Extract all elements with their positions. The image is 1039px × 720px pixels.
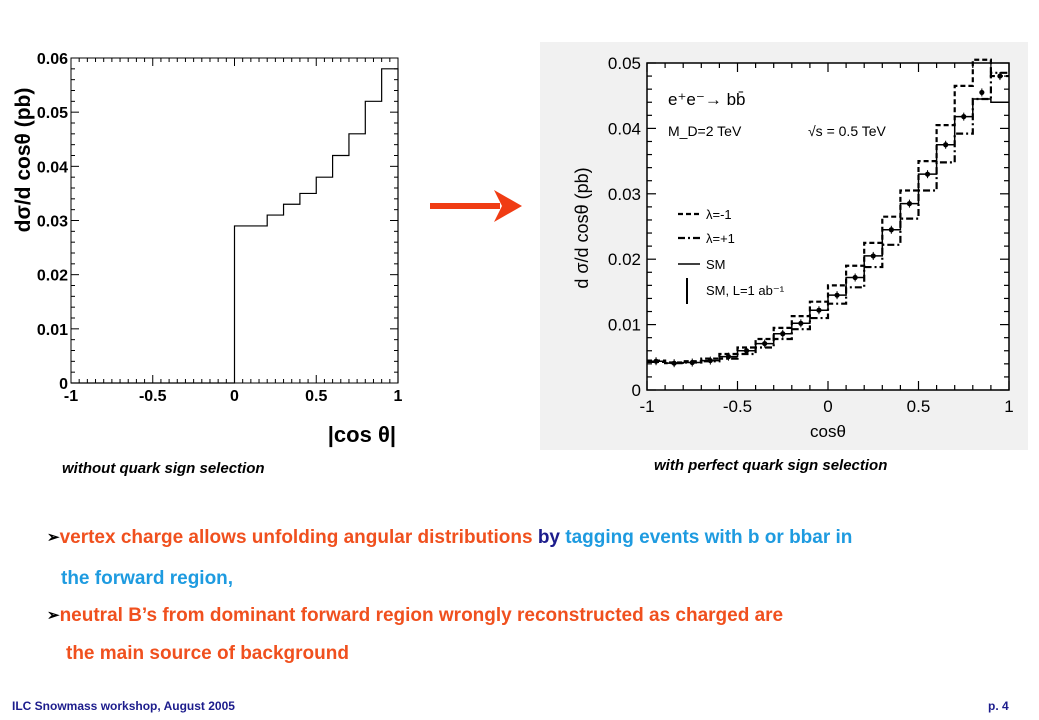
y-tick-label: 0.01	[37, 322, 68, 339]
y-tick-label: 0.05	[608, 54, 641, 73]
left-y-axis-label: dσ/d cosθ (pb)	[12, 88, 35, 233]
legend-label: SM	[706, 257, 726, 272]
right-y-tick-labels: 0 0.01 0.02 0.03 0.04 0.05	[608, 54, 641, 400]
legend-label: λ=+1	[706, 231, 735, 246]
x-tick-label: 0.5	[305, 388, 327, 405]
bullet-arrow-icon: ➢	[47, 529, 60, 546]
right-plot-frame	[646, 62, 1010, 391]
process-annotation: e⁺e⁻→ bb̄	[668, 90, 746, 109]
x-tick-label: 0.5	[907, 397, 931, 416]
legend-label: λ=-1	[706, 207, 732, 222]
page-number: p. 4	[988, 699, 1009, 713]
right-series	[647, 58, 1009, 368]
x-tick-label: 0	[230, 388, 239, 405]
y-tick-label: 0	[632, 381, 641, 400]
legend-label: SM, L=1 ab⁻¹	[706, 283, 785, 298]
bullet-text-part: vertex charge allows unfolding angular d…	[59, 527, 538, 548]
y-tick-label: 0.05	[37, 105, 68, 122]
bullet-text-part: tagging events with b or bbar in	[565, 527, 853, 548]
x-tick-label: -1	[64, 388, 78, 405]
bullet-1-text: vertex charge allows unfolding angular d…	[60, 527, 853, 548]
left-y-tick-labels: 0 0.01 0.02 0.03 0.04 0.05 0.06	[37, 51, 68, 393]
bullet-1-line-2: the forward region,	[61, 568, 234, 589]
md-annotation: M_D=2 TeV	[668, 123, 742, 139]
bullet-1-line-1: ➢vertex charge allows unfolding angular …	[47, 527, 852, 549]
x-tick-label: 1	[394, 388, 403, 405]
left-histogram-line	[71, 68, 399, 384]
left-caption: without quark sign selection	[62, 460, 265, 477]
right-caption: with perfect quark sign selection	[654, 457, 888, 474]
y-tick-label: 0.03	[608, 185, 641, 204]
left-histogram: 0 0.01 0.02 0.03 0.04 0.05 0.06 -1 -0.5 0 0.5 1 dσ…	[12, 51, 403, 447]
x-tick-label: -0.5	[723, 397, 752, 416]
y-tick-label: 0	[59, 376, 68, 393]
y-tick-label: 0.01	[608, 316, 641, 335]
right-ticks	[646, 62, 1010, 391]
bullet-2-line-2: the main source of background	[66, 643, 349, 664]
right-legend: λ=-1 λ=+1 SM SM, L=1 ab⁻¹	[678, 207, 785, 304]
x-tick-label: 1	[1004, 397, 1013, 416]
right-histogram: 0 0.01 0.02 0.03 0.04 0.05 -1 -0.5 0 0.5 1 d σ/d …	[540, 42, 1028, 450]
bullet-2-text: neutral B’s from dominant forward region…	[60, 605, 784, 626]
bullet-text-part: by	[537, 527, 566, 548]
y-tick-label: 0.06	[37, 51, 68, 68]
right-y-axis-label: d σ/d cosθ (pb)	[572, 167, 592, 288]
x-tick-label: 0	[823, 397, 832, 416]
y-tick-label: 0.03	[37, 214, 68, 231]
series-line	[647, 58, 1009, 364]
y-tick-label: 0.02	[37, 268, 68, 285]
left-x-axis-label: |cos θ|	[328, 422, 396, 447]
right-x-axis-label: cosθ	[810, 422, 846, 441]
y-tick-label: 0.04	[608, 119, 641, 138]
x-tick-label: -0.5	[139, 388, 167, 405]
y-tick-label: 0.02	[608, 250, 641, 269]
bullet-arrow-icon: ➢	[47, 607, 60, 624]
sqrts-annotation: √s = 0.5 TeV	[808, 123, 887, 139]
footer-left: ILC Snowmass workshop, August 2005	[12, 699, 235, 713]
bullet-2-line-1: ➢neutral B’s from dominant forward regio…	[47, 605, 783, 627]
bullet-text-part: neutral B’s from dominant forward region…	[59, 605, 784, 626]
y-tick-label: 0.04	[37, 159, 68, 176]
right-x-tick-labels: -1 -0.5 0 0.5 1	[639, 397, 1013, 416]
left-x-tick-labels: -1 -0.5 0 0.5 1	[64, 388, 403, 405]
right-arrow-icon	[430, 190, 522, 222]
x-tick-label: -1	[639, 397, 654, 416]
